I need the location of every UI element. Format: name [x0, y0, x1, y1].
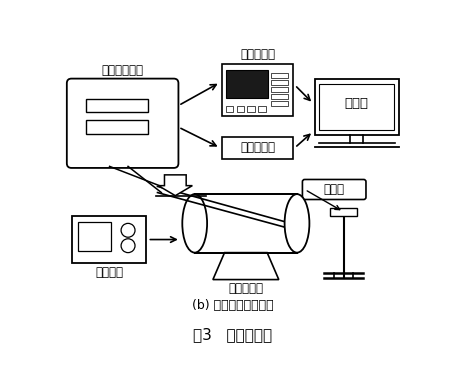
- Circle shape: [121, 223, 135, 237]
- Bar: [247, 106, 255, 113]
- Bar: [226, 70, 268, 98]
- Bar: [222, 137, 293, 159]
- Bar: [86, 120, 148, 134]
- Bar: [330, 208, 357, 216]
- Bar: [258, 106, 266, 113]
- Bar: [86, 99, 148, 113]
- Text: 网络分析仪: 网络分析仪: [240, 48, 275, 61]
- Polygon shape: [158, 175, 192, 196]
- Bar: [320, 84, 394, 130]
- Text: 图3   高温测试台: 图3 高温测试台: [193, 328, 272, 343]
- Bar: [271, 73, 288, 78]
- FancyBboxPatch shape: [302, 180, 366, 200]
- Bar: [237, 106, 244, 113]
- Text: 芯片与参考片: 芯片与参考片: [102, 64, 143, 77]
- Text: 测温仪: 测温仪: [324, 183, 345, 196]
- Bar: [315, 80, 399, 135]
- Text: 计算机: 计算机: [345, 97, 369, 110]
- Bar: [226, 106, 233, 113]
- Text: 应变仪模块: 应变仪模块: [240, 142, 275, 154]
- Bar: [271, 94, 288, 99]
- FancyBboxPatch shape: [67, 79, 178, 168]
- Text: 环形加热器: 环形加热器: [228, 282, 263, 295]
- Circle shape: [121, 239, 135, 252]
- Bar: [271, 87, 288, 92]
- Bar: [271, 80, 288, 85]
- Bar: [72, 216, 146, 263]
- Ellipse shape: [183, 194, 207, 252]
- Bar: [271, 101, 288, 105]
- Bar: [79, 222, 111, 251]
- Polygon shape: [213, 252, 279, 279]
- Text: (b) 高温测试系统框图: (b) 高温测试系统框图: [192, 299, 273, 312]
- Text: 温控仪表: 温控仪表: [95, 266, 123, 279]
- Ellipse shape: [285, 194, 309, 252]
- Bar: [222, 64, 293, 116]
